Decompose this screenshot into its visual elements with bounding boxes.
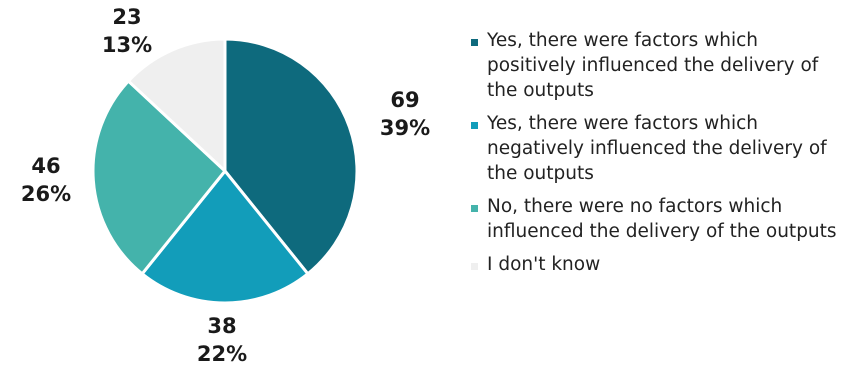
data-label-percent-negative: 22% — [197, 342, 247, 366]
legend-item-no-factors: No, there were no factors which influenc… — [470, 194, 845, 244]
pie-slice-no-factors — [91, 79, 227, 276]
legend-label-no-factors: No, there were no factors which influenc… — [487, 196, 837, 242]
data-label-negative: 38 22% — [197, 314, 247, 366]
data-label-dont-know: 23 13% — [102, 5, 152, 57]
data-label-value-no-factors: 46 — [31, 154, 60, 178]
legend-label-positive: Yes, there were factors which positively… — [487, 30, 819, 101]
legend-swatch-no-factors — [471, 205, 478, 212]
data-label-percent-dont-know: 13% — [102, 33, 152, 57]
data-label-no-factors: 46 26% — [21, 154, 71, 206]
legend-item-dont-know: I don't know — [470, 252, 845, 277]
legend-item-positive: Yes, there were factors which positively… — [470, 28, 845, 103]
data-label-value-dont-know: 23 — [112, 5, 141, 29]
legend-item-negative: Yes, there were factors which negatively… — [470, 111, 845, 186]
data-label-percent-no-factors: 26% — [21, 182, 71, 206]
legend-label-negative: Yes, there were factors which negatively… — [487, 113, 827, 184]
data-label-value-positive: 69 — [390, 88, 419, 112]
legend-label-dont-know: I don't know — [487, 254, 601, 275]
legend-swatch-dont-know — [471, 263, 478, 270]
legend-swatch-positive — [471, 39, 478, 46]
data-label-positive: 69 39% — [380, 88, 430, 140]
data-label-percent-positive: 39% — [380, 116, 430, 140]
legend: Yes, there were factors which positively… — [470, 28, 845, 285]
pie-slice-positive — [223, 37, 359, 276]
data-label-value-negative: 38 — [207, 314, 236, 338]
pie-slice-negative — [140, 169, 310, 305]
legend-swatch-negative — [471, 122, 478, 129]
pie-slice-dont-know — [126, 37, 227, 173]
